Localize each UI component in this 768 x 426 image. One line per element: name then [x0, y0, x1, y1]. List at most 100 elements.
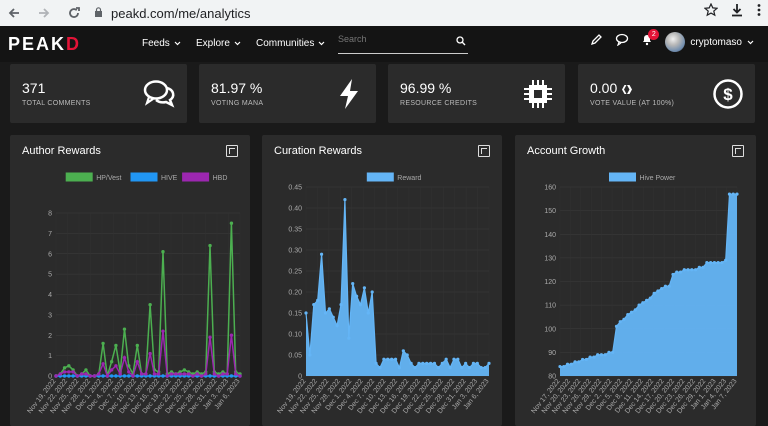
data-point — [97, 372, 101, 376]
data-point — [339, 303, 343, 307]
data-point — [127, 374, 131, 378]
search-icon[interactable] — [456, 36, 466, 49]
address-bar[interactable]: peakd.com/me/analytics — [111, 5, 251, 21]
y-tick-label: 7 — [48, 231, 52, 238]
expand-icon[interactable] — [226, 145, 238, 157]
data-point — [428, 361, 433, 365]
data-point — [675, 270, 679, 274]
data-point — [611, 350, 615, 354]
data-point — [393, 357, 398, 361]
user-menu[interactable]: cryptomaso — [665, 32, 754, 52]
data-point — [712, 261, 717, 265]
data-point — [165, 374, 169, 378]
legend-label: HP/Vest — [96, 175, 121, 182]
data-point — [135, 343, 140, 348]
lightning-icon — [332, 77, 366, 111]
data-point — [678, 270, 683, 274]
data-point — [432, 361, 437, 365]
data-point — [67, 364, 71, 368]
notification-badge: 2 — [648, 29, 660, 40]
y-tick-label: 120 — [544, 279, 556, 286]
data-point — [731, 192, 735, 196]
y-tick-label: 8 — [48, 211, 52, 218]
data-point — [109, 360, 114, 364]
data-point — [705, 261, 709, 265]
data-point — [316, 298, 320, 302]
data-point — [331, 315, 335, 319]
y-tick-label: 3 — [48, 312, 52, 319]
data-point — [487, 361, 491, 365]
data-point — [648, 296, 652, 300]
chevron-down-icon — [234, 38, 241, 49]
data-point — [114, 374, 118, 378]
data-point — [607, 350, 611, 354]
nav-communities[interactable]: Communities — [256, 38, 325, 49]
arrow-left-icon[interactable] — [4, 3, 24, 23]
data-point — [109, 374, 114, 378]
bell-icon[interactable]: 2 — [641, 29, 660, 51]
browser-toolbar: peakd.com/me/analytics — [0, 0, 768, 26]
data-point — [144, 372, 148, 376]
reload-icon[interactable] — [64, 3, 84, 23]
data-point — [421, 361, 425, 365]
data-point — [667, 284, 671, 288]
chart-title: Author Rewards — [22, 145, 101, 157]
legend-label: HIVE — [161, 175, 178, 182]
data-point — [114, 343, 118, 348]
pencil-icon[interactable] — [590, 33, 603, 51]
data-point — [562, 364, 566, 369]
stat-label: TOTAL COMMENTS — [22, 100, 91, 107]
star-icon[interactable] — [703, 2, 719, 20]
data-point — [390, 357, 394, 361]
chart-card-author-rewards: Author Rewards 0 1 2 3 4 5 6 7 8 Nov 19, 2022 Nov … — [10, 135, 250, 426]
search-input[interactable] — [338, 34, 448, 44]
data-point — [71, 370, 75, 374]
nav-feeds[interactable]: Feeds — [142, 38, 181, 49]
data-point — [347, 336, 351, 340]
data-point — [101, 374, 105, 378]
data-point — [374, 361, 378, 365]
data-point — [71, 374, 75, 378]
data-point — [156, 372, 161, 376]
data-point — [397, 366, 402, 370]
chat-icon[interactable] — [615, 33, 629, 51]
data-point — [682, 268, 686, 272]
legend-swatch — [609, 172, 636, 182]
data-point — [413, 366, 417, 370]
y-tick-label: 1 — [48, 353, 52, 360]
nav-communities-label: Communities — [256, 38, 315, 49]
data-point — [308, 353, 312, 357]
arrow-right-icon[interactable] — [34, 3, 54, 23]
data-point — [216, 374, 221, 378]
data-point — [351, 282, 355, 286]
data-point — [448, 366, 452, 370]
data-point — [199, 374, 204, 378]
download-icon[interactable] — [730, 3, 744, 20]
legend-swatch — [65, 172, 93, 182]
data-point — [569, 362, 573, 366]
data-point — [425, 361, 429, 365]
data-point — [405, 353, 409, 357]
expand-icon[interactable] — [478, 145, 490, 157]
data-point — [671, 272, 675, 277]
data-point — [452, 357, 456, 361]
data-point — [641, 301, 645, 305]
y-tick-label: 4 — [48, 292, 52, 299]
data-point — [366, 311, 370, 315]
nav-explore[interactable]: Explore — [196, 38, 241, 49]
logo-accent: D — [66, 33, 82, 54]
y-tick-label: 0.20 — [288, 290, 302, 297]
data-point — [327, 307, 331, 311]
y-tick-label: 0.10 — [288, 332, 302, 339]
peakd-logo[interactable]: PEAKD — [8, 34, 81, 55]
data-point — [444, 357, 448, 361]
y-tick-label: 90 — [548, 350, 556, 357]
data-point — [238, 374, 242, 378]
y-tick-label: 80 — [548, 374, 556, 381]
comments-icon — [143, 77, 177, 111]
chevron-down-icon — [318, 38, 325, 49]
kebab-menu-icon[interactable] — [756, 3, 762, 20]
stat-value: 81.97 % — [211, 80, 263, 96]
expand-icon[interactable] — [732, 145, 744, 157]
